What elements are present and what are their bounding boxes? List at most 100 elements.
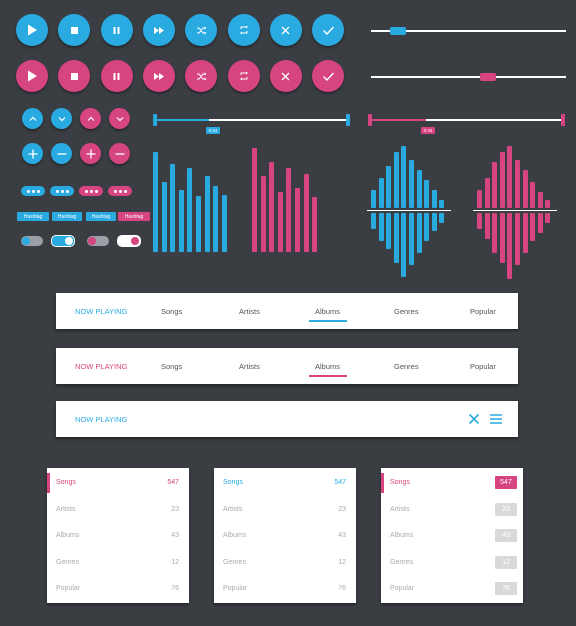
progress-slider-pink[interactable]: [371, 73, 566, 81]
toggle-blue-off[interactable]: [21, 236, 43, 246]
waveform-pink-bar-up: [477, 190, 482, 208]
list-item[interactable]: Genres 12: [47, 550, 189, 576]
list-item[interactable]: Albums 43: [214, 523, 356, 549]
tab-genres[interactable]: Genres: [394, 361, 419, 371]
toggle-blue-on[interactable]: [51, 235, 75, 247]
more-pill-blue-outline[interactable]: [50, 186, 74, 196]
hashtag-tag-blue-left[interactable]: Hashtag: [17, 212, 49, 221]
plus-button-pink[interactable]: [80, 143, 101, 164]
fast-forward-button-pink[interactable]: [142, 60, 175, 92]
toggle-pink-on[interactable]: [117, 235, 141, 247]
plus-icon: [86, 149, 95, 158]
tag-label: Hashtag: [91, 213, 111, 220]
progress-slider-blue[interactable]: [371, 27, 566, 35]
minus-button-pink[interactable]: [109, 143, 130, 164]
count-badge: 12: [495, 555, 517, 569]
waveform-blue-bar-down: [401, 213, 407, 277]
range-handle-end-blue[interactable]: [346, 114, 350, 126]
list-item[interactable]: Songs 547: [381, 470, 523, 496]
range-handle-start-pink[interactable]: [368, 114, 372, 126]
close-button-blue[interactable]: [269, 14, 302, 46]
plus-button-blue[interactable]: [22, 143, 43, 164]
list-item[interactable]: Songs 547: [214, 470, 356, 496]
list-item[interactable]: Popular 76: [214, 576, 356, 602]
list-item-count: 76: [338, 585, 346, 592]
list-item[interactable]: Popular 76: [47, 576, 189, 602]
list-item[interactable]: Songs 547: [47, 470, 189, 496]
fast-forward-button-blue[interactable]: [142, 14, 175, 46]
range-slider-blue[interactable]: 0:34: [153, 114, 350, 134]
tab-songs[interactable]: Songs: [161, 361, 183, 371]
list-item[interactable]: Albums 43: [381, 523, 523, 549]
waveform-pink-bar-up: [522, 170, 528, 208]
range-handle-start-blue[interactable]: [153, 114, 157, 126]
waveform-blue-bar-down: [424, 213, 430, 241]
repeat-icon: [239, 71, 249, 81]
waveform-blue-bar-up: [378, 178, 384, 208]
equalizer-blue-bar: [153, 152, 158, 252]
hashtag-tag-blue[interactable]: Hashtag: [52, 212, 82, 221]
menu-icon[interactable]: [489, 413, 503, 425]
play-button-blue[interactable]: [16, 14, 48, 46]
toggle-pink-off[interactable]: [87, 236, 109, 246]
tab-genres[interactable]: Genres: [394, 306, 419, 316]
now-playing-label[interactable]: NOW PLAYING: [75, 361, 128, 371]
tab-artists[interactable]: Artists: [239, 361, 260, 371]
check-button-blue[interactable]: [312, 14, 345, 46]
waveform-blue-bar-up: [431, 190, 437, 208]
hashtag-tag-blue-2[interactable]: Hashtag: [86, 212, 116, 221]
fast-forward-icon: [153, 26, 165, 35]
list-item[interactable]: Popular 76: [381, 576, 523, 602]
chevron-up-button-blue[interactable]: [22, 108, 43, 129]
slider-knob-pink[interactable]: [480, 73, 496, 81]
list-item-label: Songs: [390, 479, 410, 486]
more-pill-pink-outline[interactable]: [108, 186, 132, 196]
waveform-pink-bar-down: [537, 213, 543, 233]
chevron-down-button-blue[interactable]: [51, 108, 72, 129]
list-item[interactable]: Genres 12: [381, 550, 523, 576]
now-playing-label[interactable]: NOW PLAYING: [75, 414, 128, 424]
equalizer-pink-bar: [269, 162, 275, 252]
tab-artists[interactable]: Artists: [239, 306, 260, 316]
list-item[interactable]: Genres 12: [214, 550, 356, 576]
slider-knob-blue[interactable]: [390, 27, 407, 35]
chevron-up-button-pink[interactable]: [80, 108, 101, 129]
list-item[interactable]: Albums 43: [47, 523, 189, 549]
waveform-pink-bar-down: [477, 213, 482, 229]
check-button-pink[interactable]: [312, 60, 345, 92]
count-badge: 23: [495, 502, 517, 516]
shuffle-button-blue[interactable]: [185, 14, 218, 46]
minus-button-blue[interactable]: [51, 143, 72, 164]
close-icon[interactable]: [468, 413, 480, 425]
list-item[interactable]: Artists 23: [381, 497, 523, 523]
pause-button-pink[interactable]: [100, 60, 133, 92]
hashtag-tag-pink[interactable]: Hashtag: [118, 212, 150, 221]
stop-button-blue[interactable]: [58, 14, 91, 46]
tab-songs[interactable]: Songs: [161, 306, 183, 316]
close-button-pink[interactable]: [269, 60, 302, 92]
nav-bar-blue: NOW PLAYING Songs Artists Albums Genres …: [56, 293, 518, 329]
active-tab-indicator: [309, 320, 347, 322]
list-item[interactable]: Artists 23: [214, 497, 356, 523]
shuffle-button-pink[interactable]: [185, 60, 218, 92]
stop-button-pink[interactable]: [58, 60, 91, 92]
range-slider-pink[interactable]: 0:34: [368, 114, 565, 134]
waveform-pink-bar-up: [530, 182, 536, 208]
chevron-down-button-pink[interactable]: [109, 108, 130, 129]
waveform-blue-bar-down: [439, 213, 445, 223]
play-button-pink[interactable]: [16, 60, 48, 92]
count-badge: 547: [495, 476, 517, 489]
list-item[interactable]: Artists 23: [47, 497, 189, 523]
tab-albums[interactable]: Albums: [315, 306, 341, 316]
equalizer-blue-bar: [213, 186, 219, 252]
pause-button-blue[interactable]: [100, 14, 133, 46]
repeat-button-pink[interactable]: [227, 60, 260, 92]
tab-popular[interactable]: Popular: [470, 361, 496, 371]
now-playing-label[interactable]: NOW PLAYING: [75, 306, 128, 316]
range-handle-end-pink[interactable]: [561, 114, 565, 126]
more-pill-pink[interactable]: [79, 186, 103, 196]
repeat-button-blue[interactable]: [227, 14, 260, 46]
tab-albums[interactable]: Albums: [315, 361, 341, 371]
tab-popular[interactable]: Popular: [470, 306, 496, 316]
more-pill-blue[interactable]: [21, 186, 45, 196]
